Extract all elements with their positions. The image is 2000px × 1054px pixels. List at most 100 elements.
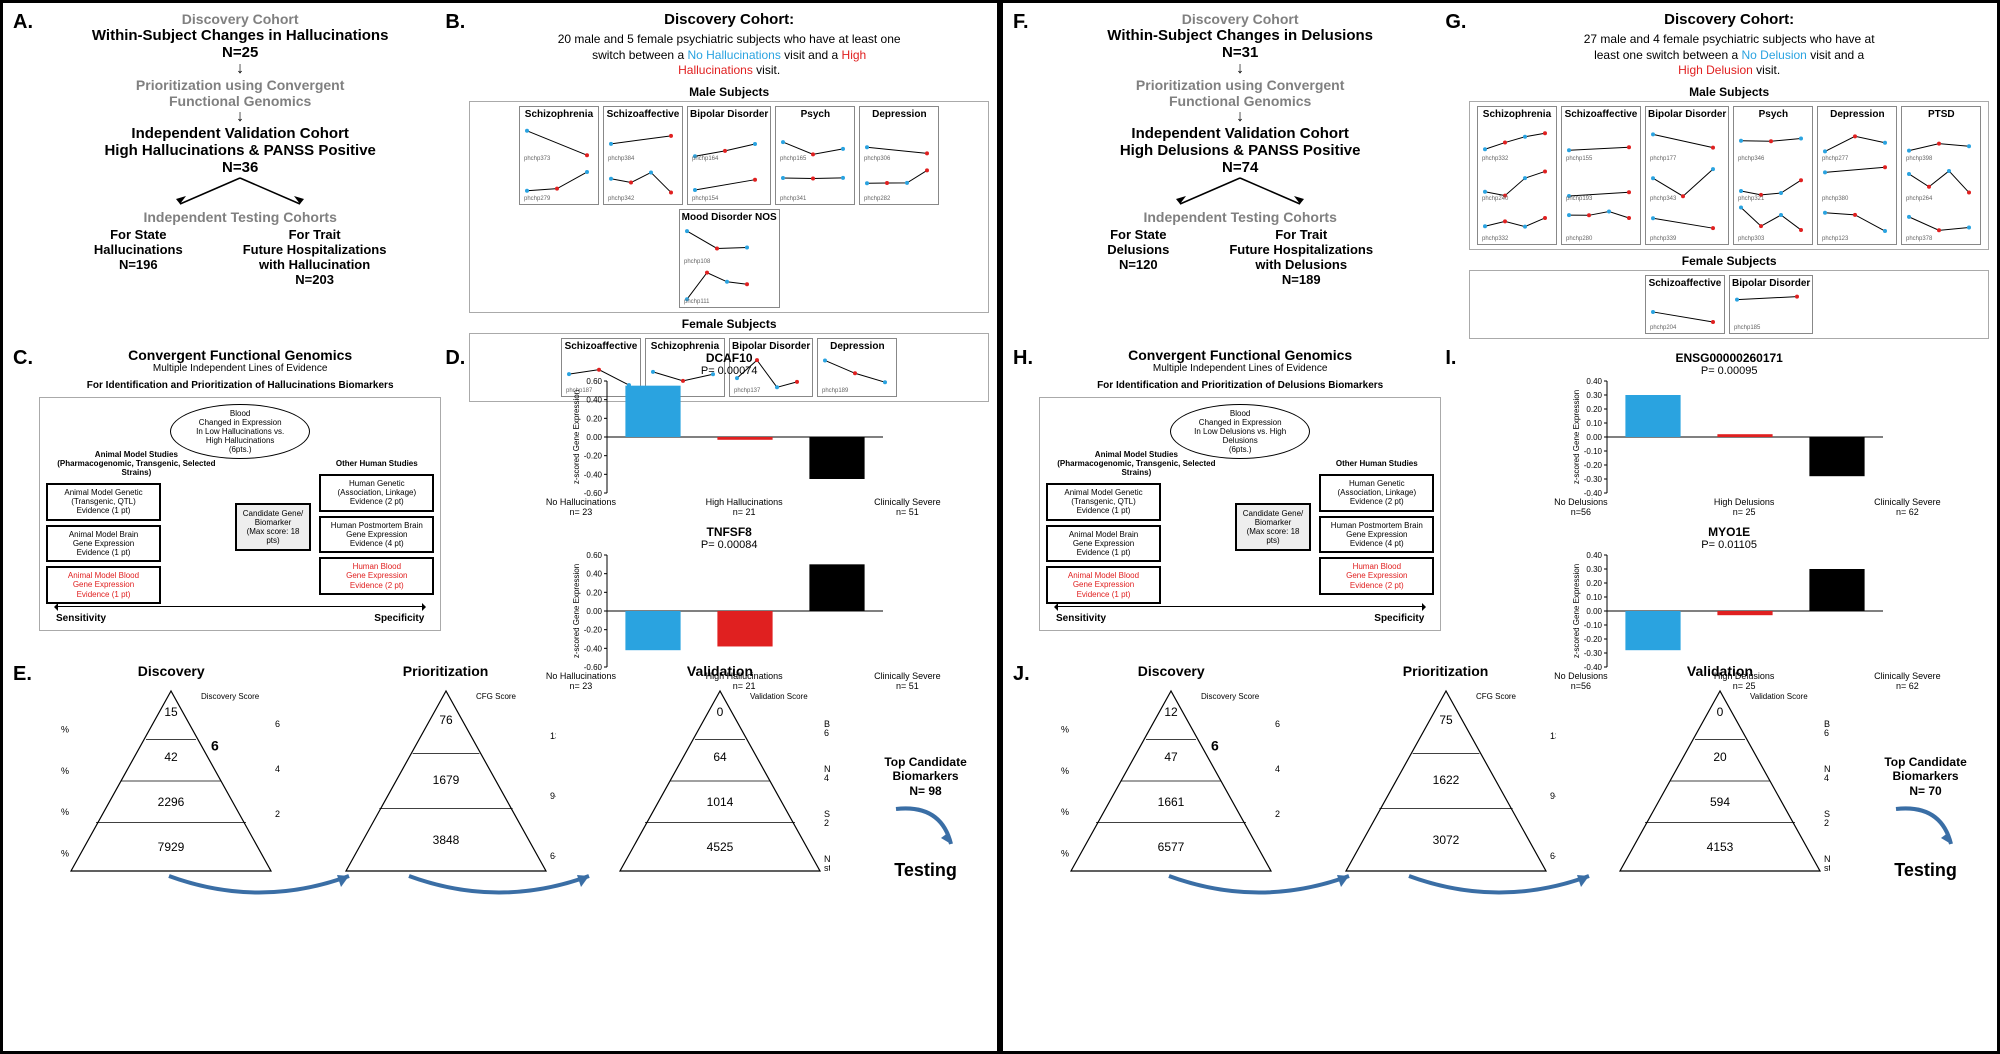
- cfg-diagram: Blood Changed in Expression In Low Hallu…: [39, 397, 441, 631]
- svg-text:4: 4: [824, 773, 829, 783]
- subject-box: Schizoaffectivephchp384phchp342: [603, 106, 683, 205]
- svg-text:15: 15: [165, 705, 179, 719]
- svg-text:47: 47: [1165, 750, 1179, 764]
- testing-cohorts-label: Independent Testing Cohorts: [39, 209, 441, 225]
- pyramid-1: Prioritization751622307213-159-12.56-8.5…: [1336, 663, 1556, 881]
- cfg-evidence-box: Animal Model Genetic (Transgenic, QTL) E…: [1046, 483, 1161, 521]
- left-panel: A. Discovery Cohort Within-Subject Chang…: [0, 0, 1000, 1054]
- svg-text:0.00: 0.00: [587, 433, 603, 442]
- svg-text:0.40: 0.40: [587, 396, 603, 405]
- svg-text:1014: 1014: [707, 795, 734, 809]
- svg-text:-0.20: -0.20: [584, 626, 603, 635]
- svg-text:90%: 90%: [61, 724, 69, 734]
- svg-text:6: 6: [275, 719, 280, 729]
- svg-text:0.20: 0.20: [1587, 405, 1603, 414]
- cfg-evidence-box: Human Postmortem Brain Gene Expression E…: [319, 516, 434, 554]
- panel-a: A. Discovery Cohort Within-Subject Chang…: [11, 11, 441, 341]
- panel-d-label: D.: [445, 347, 465, 370]
- testing-label: Testing: [1894, 860, 1957, 881]
- svg-text:1622: 1622: [1432, 773, 1459, 787]
- svg-text:phchp398: phchp398: [1906, 156, 1933, 162]
- cfg-evidence-box: Human Postmortem Brain Gene Expression E…: [1319, 516, 1434, 554]
- svg-text:z-scored Gene Expression: z-scored Gene Expression: [1572, 390, 1581, 484]
- branch-arrows-icon: [160, 176, 320, 206]
- panel-a-title: Within-Subject Changes in Hallucinations: [39, 27, 441, 44]
- svg-text:Validation Score: Validation Score: [750, 692, 808, 701]
- panel-b-label: B.: [445, 11, 465, 34]
- svg-text:stepwise: stepwise: [1824, 863, 1830, 873]
- svg-text:6577: 6577: [1158, 840, 1185, 854]
- testing-label: Testing: [894, 860, 957, 881]
- svg-text:6: 6: [1211, 737, 1219, 753]
- svg-text:6: 6: [1275, 719, 1280, 729]
- svg-text:4153: 4153: [1707, 840, 1734, 854]
- svg-text:6: 6: [824, 728, 829, 738]
- svg-text:phchp177: phchp177: [1650, 156, 1677, 162]
- specificity-label: Specificity: [374, 613, 424, 624]
- svg-text:-0.40: -0.40: [584, 644, 603, 653]
- svg-text:4: 4: [275, 764, 280, 774]
- cfg-title: Convergent Functional Genomics: [39, 347, 441, 363]
- pyramid-2: Validation0205944153Bonferroni6Nominal4S…: [1610, 663, 1830, 881]
- svg-text:6-8.5: 6-8.5: [1550, 851, 1556, 861]
- svg-text:-0.30: -0.30: [1584, 649, 1603, 658]
- svg-text:-0.10: -0.10: [1584, 621, 1603, 630]
- svg-text:2: 2: [1824, 818, 1829, 828]
- state-branch: For State Hallucinations N=196: [94, 227, 183, 287]
- svg-text:phchp342: phchp342: [608, 196, 635, 202]
- svg-text:z-scored Gene Expression: z-scored Gene Expression: [1572, 564, 1581, 658]
- panel-b: B. Discovery Cohort: 20 male and 5 femal…: [449, 11, 989, 341]
- cfg-evidence-box: Animal Model Brain Gene Expression Evide…: [1046, 525, 1161, 563]
- bar-chart: ENSG00000260171 P= 0.00095-0.40-0.30-0.2…: [1469, 351, 1989, 517]
- cfg-evidence-box: Animal Model Blood Gene Expression Evide…: [1046, 566, 1161, 604]
- panel-d: D. DCAF10 P= 0.00074-0.60-0.40-0.200.000…: [449, 347, 989, 657]
- svg-text:33.3%: 33.3%: [1061, 849, 1069, 859]
- svg-text:Validation Score: Validation Score: [1750, 692, 1808, 701]
- svg-text:80%: 80%: [1061, 766, 1069, 776]
- svg-text:Discovery Score: Discovery Score: [201, 692, 260, 701]
- svg-text:76: 76: [439, 713, 453, 727]
- svg-text:phchp165: phchp165: [780, 156, 807, 162]
- svg-text:0.60: 0.60: [587, 377, 603, 386]
- svg-text:phchp306: phchp306: [864, 156, 891, 162]
- svg-text:4: 4: [1824, 773, 1829, 783]
- cfg-evidence-box: Animal Model Brain Gene Expression Evide…: [46, 525, 161, 563]
- svg-text:3072: 3072: [1432, 833, 1459, 847]
- subject-box: Mood Disorder NOSphchp108phchp111: [679, 209, 780, 308]
- panel-f-label: F.: [1013, 11, 1029, 34]
- svg-text:4525: 4525: [707, 840, 734, 854]
- svg-text:phchp204: phchp204: [1650, 325, 1677, 331]
- svg-text:-0.60: -0.60: [584, 489, 603, 497]
- svg-text:phchp240: phchp240: [1482, 196, 1509, 202]
- svg-text:0.20: 0.20: [587, 414, 603, 423]
- panel-a-n: N=25: [39, 44, 441, 61]
- svg-text:2: 2: [824, 818, 829, 828]
- cfg-center: Candidate Gene/ Biomarker (Max score: 18…: [235, 503, 312, 551]
- subject-box: Schizophreniaphchp332phchp240phchp332: [1477, 106, 1557, 245]
- svg-text:13-15: 13-15: [1550, 731, 1556, 741]
- svg-text:33.3%: 33.3%: [61, 849, 69, 859]
- svg-text:9-12.5: 9-12.5: [1550, 791, 1556, 801]
- svg-text:1679: 1679: [432, 773, 459, 787]
- svg-text:90%: 90%: [1061, 724, 1069, 734]
- arrow-icon: ↓: [1039, 109, 1441, 125]
- svg-text:4: 4: [1275, 764, 1280, 774]
- svg-text:phchp343: phchp343: [1650, 196, 1677, 202]
- panel-b-title: Discovery Cohort:: [469, 11, 989, 28]
- svg-text:phchp277: phchp277: [1822, 156, 1849, 162]
- svg-text:-0.40: -0.40: [1584, 489, 1603, 497]
- validation-title: Independent Validation Cohort High Hallu…: [39, 125, 441, 159]
- svg-text:-0.20: -0.20: [584, 452, 603, 461]
- male-subjects-label: Male Subjects: [469, 85, 989, 99]
- svg-text:0: 0: [1717, 705, 1724, 719]
- panel-h-label: H.: [1013, 347, 1033, 370]
- svg-text:phchp384: phchp384: [608, 156, 635, 162]
- subject-box: Schizoaffectivephchp155phchp193phchp280: [1561, 106, 1641, 245]
- svg-text:0: 0: [717, 705, 724, 719]
- subject-box: Schizoaffectivephchp204: [1645, 275, 1725, 334]
- panel-i: I. ENSG00000260171 P= 0.00095-0.40-0.30-…: [1449, 347, 1989, 657]
- arrow-icon: ↓: [39, 109, 441, 125]
- pyramid-0: Discovery15422296792990%80%50%33.3%642Di…: [61, 663, 281, 881]
- subject-box: Bipolar Disorderphchp185: [1729, 275, 1813, 334]
- panel-b-subtitle: 20 male and 5 female psychiatric subject…: [469, 32, 989, 79]
